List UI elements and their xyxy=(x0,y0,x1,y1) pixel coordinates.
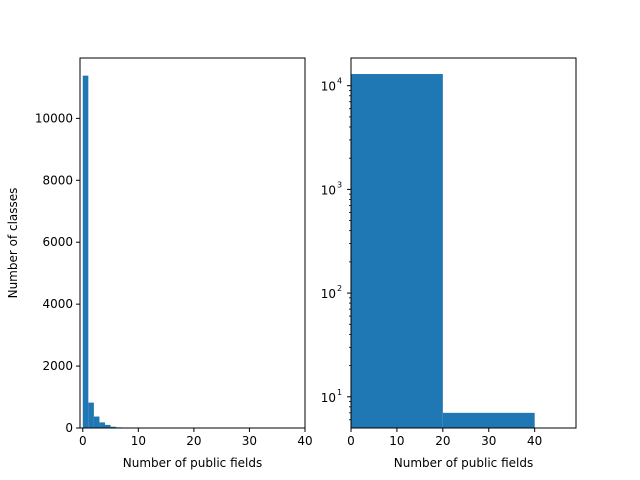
histogram-bar xyxy=(88,402,94,428)
right-axes-frame xyxy=(350,57,577,429)
x-tick-label: 20 xyxy=(435,434,450,448)
left-x-axis-label: Number of public fields xyxy=(123,456,262,470)
x-tick-label: 0 xyxy=(79,434,87,448)
y-tick-label: 8000 xyxy=(42,173,73,187)
right-x-ticks: 0 10 20 30 40 xyxy=(347,428,542,448)
histogram-bar xyxy=(351,74,443,429)
right-bars xyxy=(351,74,535,429)
y-tick-exponent: 4 xyxy=(337,77,342,86)
histogram-bar xyxy=(442,412,535,428)
y-tick-label: 0 xyxy=(65,421,73,435)
y-tick-exponent: 2 xyxy=(337,284,342,293)
x-tick-label: 20 xyxy=(186,434,201,448)
x-tick-label: 10 xyxy=(389,434,404,448)
left-histogram-panel: 0 10 20 30 40 0 2000 4000 6000 8000 10000 Number … xyxy=(6,57,313,470)
histogram-bar xyxy=(93,416,100,428)
x-tick-label: 10 xyxy=(131,434,146,448)
left-axes-frame xyxy=(79,57,306,429)
left-x-ticks: 0 10 20 30 40 xyxy=(79,428,313,448)
x-tick-label: 40 xyxy=(527,434,542,448)
right-x-axis-label: Number of public fields xyxy=(394,456,533,470)
x-tick-label: 0 xyxy=(347,434,355,448)
y-tick-label: 10 xyxy=(321,287,336,301)
y-tick-label: 10 xyxy=(321,183,336,197)
histogram-bar xyxy=(99,422,105,428)
y-tick-exponent: 1 xyxy=(337,388,342,397)
y-tick-exponent: 3 xyxy=(337,180,342,189)
y-tick-label: 6000 xyxy=(42,235,73,249)
histogram-bar xyxy=(82,75,89,429)
x-tick-label: 30 xyxy=(242,434,257,448)
y-tick-label: 2000 xyxy=(42,359,73,373)
histogram-bar xyxy=(105,424,111,428)
y-tick-label: 10 xyxy=(321,80,336,94)
left-y-ticks: 0 2000 4000 6000 8000 10000 xyxy=(35,111,80,435)
y-tick-label: 10000 xyxy=(35,111,73,125)
x-tick-label: 30 xyxy=(481,434,496,448)
x-tick-label: 40 xyxy=(297,434,312,448)
y-tick-label: 10 xyxy=(321,391,336,405)
y-tick-label: 4000 xyxy=(42,297,73,311)
left-y-axis-label: Number of classes xyxy=(6,188,20,299)
histogram-bar xyxy=(110,426,117,428)
